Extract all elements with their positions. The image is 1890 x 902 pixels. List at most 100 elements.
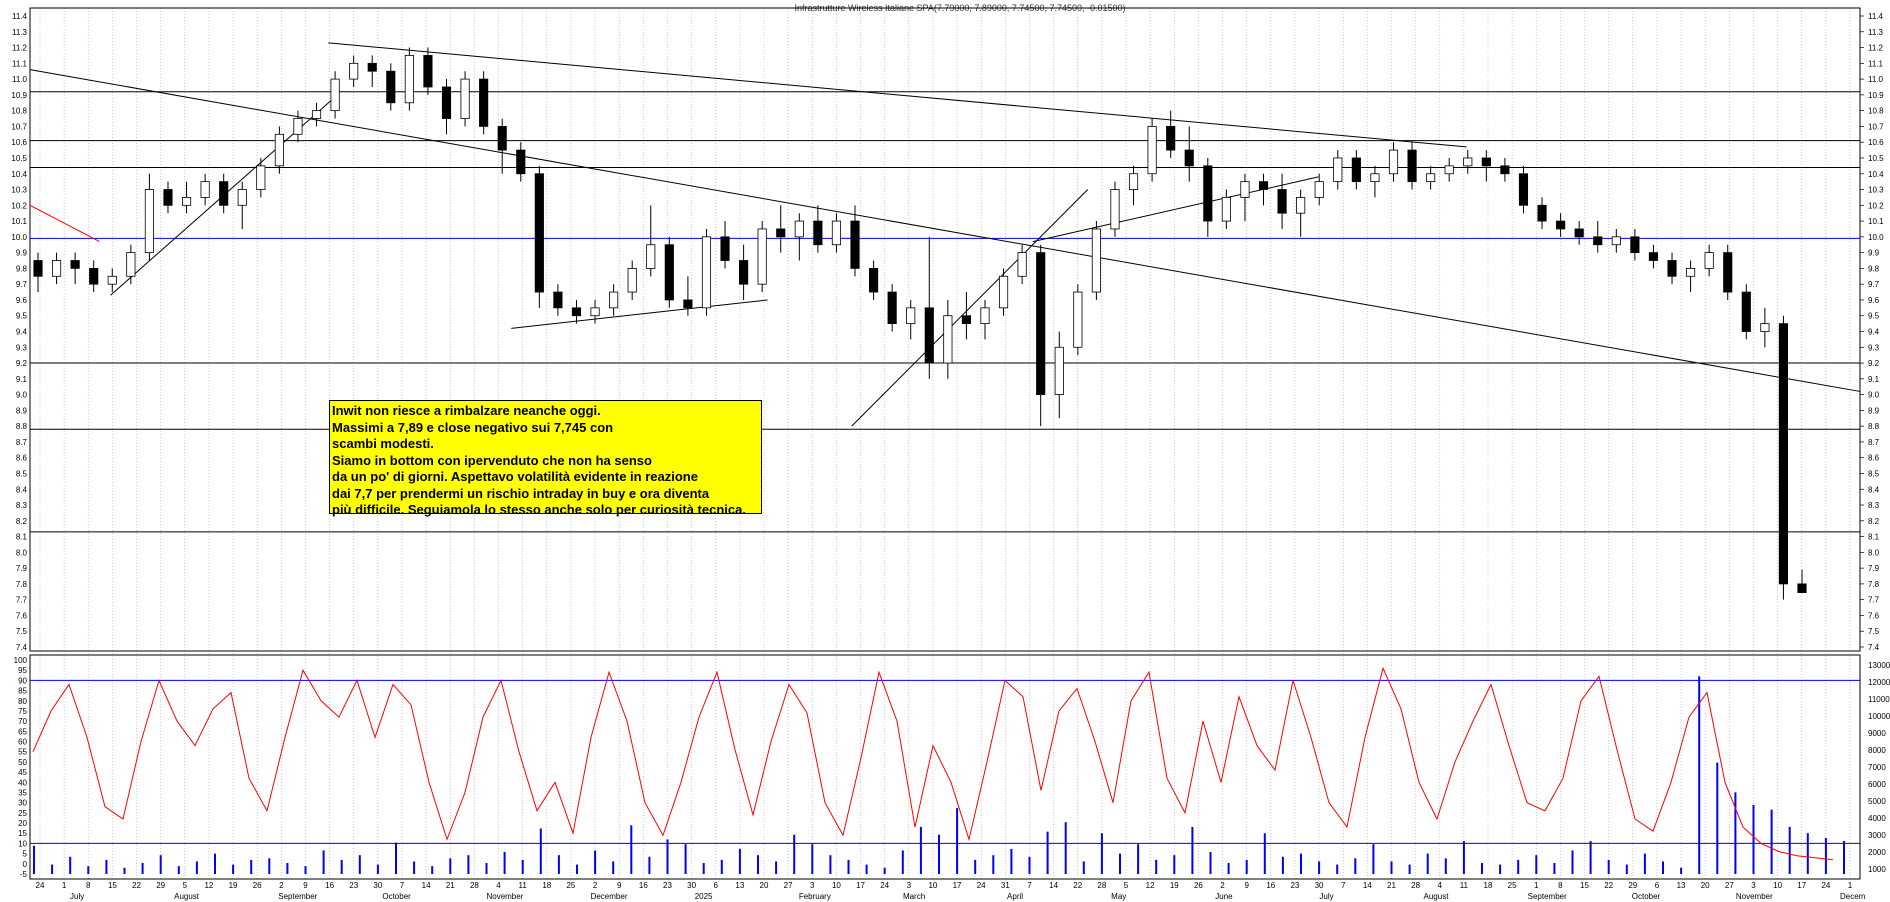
price-tick-right: 10.3 xyxy=(1868,186,1884,195)
volume-bar xyxy=(1281,856,1284,874)
day-tick-label: 16 xyxy=(639,881,648,890)
candle-body xyxy=(1797,583,1807,593)
price-tick-left: 8.6 xyxy=(16,454,28,463)
candle-body xyxy=(274,133,284,167)
day-tick-label: 29 xyxy=(156,881,165,890)
candle-body xyxy=(256,165,266,190)
candle-body xyxy=(1073,291,1083,348)
price-tick-right: 11.4 xyxy=(1868,12,1884,21)
volume-bar xyxy=(883,867,886,874)
candle-body xyxy=(1463,157,1473,167)
oscillator-tick-left: 95 xyxy=(18,666,27,675)
price-tick-left: 9.9 xyxy=(16,249,28,258)
price-tick-right: 7.9 xyxy=(1868,564,1880,573)
volume-bar xyxy=(123,867,126,874)
day-tick-label: 24 xyxy=(1821,881,1830,890)
day-tick-label: 12 xyxy=(204,881,213,890)
candle-body xyxy=(831,220,842,246)
trendline xyxy=(29,69,1861,392)
price-tick-right: 10.6 xyxy=(1868,138,1884,147)
price-tick-left: 9.2 xyxy=(16,359,28,368)
month-label: March xyxy=(903,892,925,901)
candle-body xyxy=(701,236,712,309)
price-tick-right: 8.1 xyxy=(1868,533,1880,542)
volume-bar xyxy=(1245,859,1248,874)
day-tick-label: 14 xyxy=(422,881,431,890)
volume-bar xyxy=(195,861,198,874)
day-tick-label: 22 xyxy=(1073,881,1082,890)
oscillator-tick-left: 25 xyxy=(18,809,27,818)
volume-bar xyxy=(666,839,669,874)
day-tick-label: 9 xyxy=(617,881,622,890)
candle-body xyxy=(1481,157,1491,167)
candle-body xyxy=(1091,228,1101,293)
price-tick-right: 10.5 xyxy=(1868,154,1884,163)
price-tick-left: 9.5 xyxy=(16,312,28,321)
volume-bar xyxy=(1481,863,1483,874)
day-tick-label: 29 xyxy=(1628,881,1637,890)
candle-body xyxy=(1370,173,1380,183)
candle-body xyxy=(70,260,80,269)
candle-body xyxy=(794,220,804,238)
day-tick-label: 21 xyxy=(1387,881,1396,890)
day-tick-label: 23 xyxy=(663,881,672,890)
candle-body xyxy=(1704,252,1714,269)
candle-body xyxy=(1110,189,1120,230)
day-tick-label: 17 xyxy=(1797,881,1806,890)
candle-body xyxy=(1741,291,1751,332)
annotation-line: Massimi a 7,89 e close negativo sui 7,74… xyxy=(332,419,614,435)
volume-bar xyxy=(232,864,235,874)
day-tick-label: 2 xyxy=(1220,881,1225,890)
price-tick-left: 8.3 xyxy=(16,501,28,510)
price-tick-right: 7.5 xyxy=(1868,627,1880,636)
price-tick-right: 9.6 xyxy=(1868,296,1880,305)
volume-bar xyxy=(757,855,759,874)
candle-body xyxy=(720,236,730,261)
volume-bar xyxy=(1227,863,1230,874)
price-tick-left: 11.2 xyxy=(12,44,28,53)
candle-body xyxy=(961,315,971,325)
day-tick-label: 3 xyxy=(907,881,912,890)
price-tick-left: 10.6 xyxy=(11,138,27,147)
volume-bar xyxy=(793,834,796,874)
annotation-line: Inwit non riesce a rimbalzare neanche og… xyxy=(332,403,601,418)
price-tick-right: 8.0 xyxy=(1868,548,1880,557)
price-panel-frame xyxy=(29,7,1861,652)
price-tick-right: 10.9 xyxy=(1868,91,1884,100)
volume-bar xyxy=(738,848,741,874)
volume-bar xyxy=(1082,861,1085,874)
volume-bar xyxy=(304,866,307,874)
price-tick-left: 10.1 xyxy=(11,217,27,226)
day-tick-label: 18 xyxy=(542,881,551,890)
price-tick-left: 9.4 xyxy=(16,328,28,337)
candle-body xyxy=(237,189,247,206)
price-tick-left: 9.7 xyxy=(16,280,28,289)
annotation-box: Inwit non riesce a rimbalzare neanche og… xyxy=(329,400,762,517)
volume-bar xyxy=(1372,844,1375,874)
volume-bar xyxy=(1806,833,1809,874)
volume-bar xyxy=(1119,853,1121,874)
volume-bar xyxy=(1173,855,1176,874)
candle-body xyxy=(776,228,786,238)
price-axis: 11.4 11.4 11.3 11.3 11.2 11.2 11.1 11.1 11.0 11.0… xyxy=(11,12,1884,652)
price-tick-left: 7.7 xyxy=(16,596,28,605)
oscillator-tick-left: 100 xyxy=(14,656,28,665)
day-tick-label: 15 xyxy=(108,881,117,890)
day-tick-label: 24 xyxy=(977,881,986,890)
candle-body xyxy=(386,70,396,104)
price-tick-right: 10.1 xyxy=(1868,217,1884,226)
volume-bar xyxy=(901,850,904,874)
candle-body xyxy=(1444,165,1454,175)
candle-body xyxy=(367,62,377,72)
candle-body xyxy=(404,55,414,104)
volume-bar xyxy=(1426,853,1429,874)
price-tick-left: 9.1 xyxy=(16,375,28,384)
volume-bar xyxy=(1716,762,1719,874)
volume-bar xyxy=(395,842,397,874)
volume-bar xyxy=(1390,861,1393,874)
price-tick-right: 7.8 xyxy=(1868,580,1880,589)
volume-bar xyxy=(177,866,180,874)
volume-bar xyxy=(141,863,144,874)
candle-body xyxy=(1537,204,1547,222)
price-tick-right: 10.0 xyxy=(1868,233,1884,242)
